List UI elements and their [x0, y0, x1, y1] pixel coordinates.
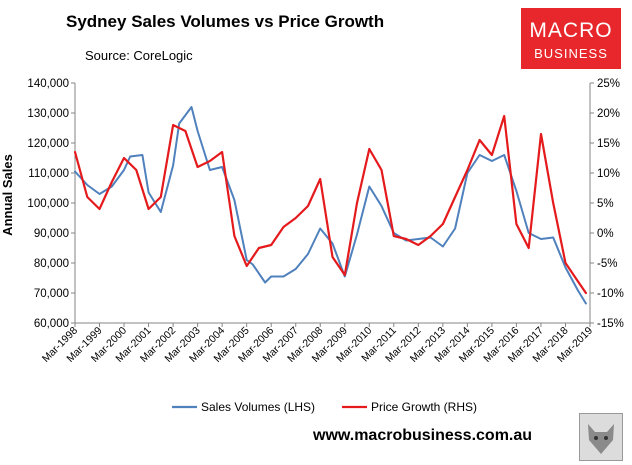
- right-axis-tick-label: -10%: [597, 288, 624, 300]
- legend-label-price: Price Growth (RHS): [371, 400, 477, 414]
- logo-line2: BUSINESS: [534, 46, 608, 61]
- left-axis-tick-label: 120,000: [27, 138, 69, 150]
- right-axis-tick-label: 10%: [597, 168, 620, 180]
- wolf-icon: [588, 424, 614, 454]
- left-axis-tick-label: 130,000: [27, 108, 69, 120]
- left-axis-tick-label: 70,000: [34, 288, 69, 300]
- macrobusiness-logo: MACRO BUSINESS: [521, 8, 621, 69]
- right-axis-tick-label: 5%: [597, 198, 614, 210]
- left-axis-tick-label: 100,000: [27, 198, 69, 210]
- right-axis-tick-label: -5%: [597, 258, 617, 270]
- right-axis-tick-label: -15%: [597, 318, 624, 330]
- chart-source: Source: CoreLogic: [85, 48, 193, 63]
- left-axis-tick-label: 110,000: [28, 168, 69, 180]
- left-axis-tick-label: 140,000: [27, 78, 69, 90]
- footer-url: www.macrobusiness.com.au: [313, 427, 533, 444]
- right-axis-tick-label: 25%: [597, 78, 620, 90]
- right-axis-tick-label: 20%: [597, 108, 620, 120]
- legend-label-sales: Sales Volumes (LHS): [201, 400, 315, 414]
- right-axis-tick-label: 15%: [597, 138, 620, 150]
- left-axis-tick-label: 90,000: [34, 228, 69, 240]
- chart-title: Sydney Sales Volumes vs Price Growth: [66, 12, 385, 31]
- wolf-logo: [579, 413, 623, 461]
- left-axis-tick-label: 80,000: [34, 258, 69, 270]
- left-axis-tick-label: 60,000: [34, 318, 69, 330]
- right-axis-tick-label: 0%: [597, 228, 614, 240]
- logo-line1: MACRO: [529, 19, 613, 42]
- price-growth-line: [73, 114, 588, 295]
- y-axis-title: Annual Sales: [0, 154, 15, 236]
